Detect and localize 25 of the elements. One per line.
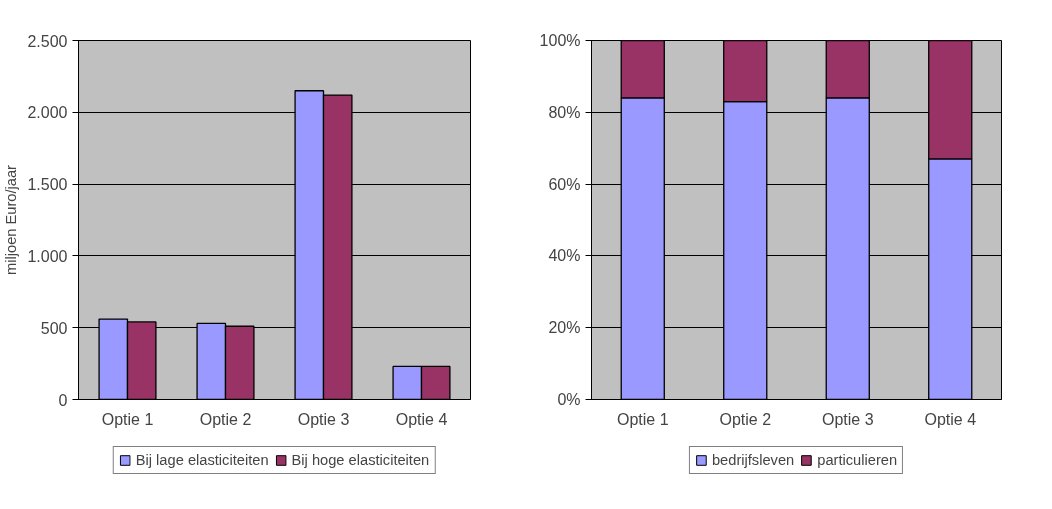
x-tick-label: Optie 2: [199, 410, 252, 428]
x-tick-label: Optie 4: [924, 410, 977, 428]
y-tick-label: 80%: [548, 103, 581, 121]
y-tick-label: 20%: [548, 319, 581, 337]
y-tick-label: 500: [40, 319, 68, 337]
x-tick-label: Optie 1: [616, 410, 669, 428]
legend-label: particulieren: [817, 452, 898, 468]
y-tick-label: 100%: [539, 32, 581, 49]
y-tick-label: 2.500: [27, 32, 68, 50]
legend-label: bedrijfsleven: [711, 452, 795, 468]
x-tick-label: Optie 3: [821, 410, 874, 428]
y-tick-label: 1.500: [27, 176, 68, 194]
x-tick-label: Optie 4: [395, 410, 448, 428]
y-tick-label: 1.000: [27, 247, 68, 265]
y-axis-title: miljoen Euro/jaar: [3, 164, 20, 275]
y-tick-label: 60%: [548, 175, 581, 193]
y-tick-label: 2.000: [27, 104, 68, 122]
y-tick-label: 40%: [548, 247, 581, 265]
x-tick-label: Optie 2: [719, 410, 772, 428]
legend-label: Bij hoge elasticiteiten: [291, 452, 430, 468]
y-tick-label: 0%: [557, 391, 581, 408]
x-tick-label: Optie 3: [297, 410, 350, 428]
y-tick-label: 0: [58, 391, 68, 409]
legend-label: Bij lage elasticiteiten: [135, 452, 269, 468]
x-tick-label: Optie 1: [101, 410, 154, 428]
